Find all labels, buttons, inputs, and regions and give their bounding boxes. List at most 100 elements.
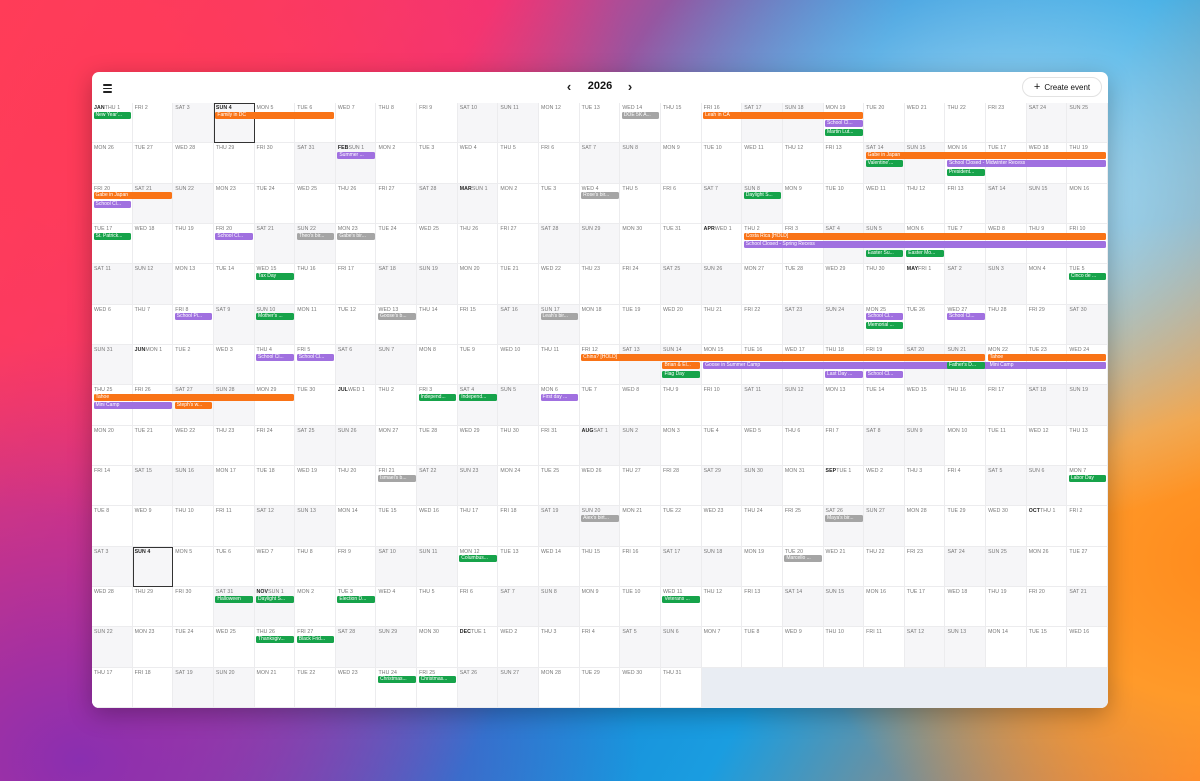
day-cell[interactable]: SAT 8 [864, 425, 905, 466]
day-cell[interactable]: SUN 18 [701, 546, 743, 587]
day-cell[interactable]: SAT 25 [295, 425, 336, 466]
day-cell[interactable]: TUE 10 [701, 143, 743, 184]
event-chip[interactable]: Father's D... [946, 362, 985, 369]
day-cell[interactable]: MON 14 [986, 627, 1027, 668]
day-cell[interactable]: SUN 10 [254, 304, 296, 345]
day-cell[interactable]: MON 14 [335, 506, 377, 547]
event-chip[interactable]: School Cl... [865, 370, 904, 378]
day-cell[interactable]: FRI 17 [986, 385, 1027, 426]
day-cell[interactable]: FRI 18 [498, 506, 540, 547]
day-cell[interactable]: THU 14 [417, 304, 458, 345]
day-cell[interactable]: MON 2 [376, 143, 418, 184]
day-cell[interactable]: SAT 5 [986, 466, 1027, 507]
day-cell[interactable]: MON 30 [417, 627, 458, 668]
day-cell[interactable]: TUE 10 [823, 183, 865, 224]
day-cell[interactable]: MON 31 [782, 466, 824, 507]
day-cell[interactable]: WED 14 [539, 546, 580, 587]
event-chip[interactable]: Veterans ... [662, 595, 701, 603]
day-cell[interactable]: SAT 23 [782, 304, 824, 345]
day-cell[interactable]: MON 23 [213, 183, 255, 224]
day-cell[interactable]: THU 8 [376, 103, 418, 144]
day-cell[interactable]: MON 28 [904, 506, 946, 547]
day-cell[interactable]: SAT 29 [701, 466, 743, 507]
day-cell[interactable]: TUE 17 [92, 224, 133, 265]
day-cell[interactable]: TUE 14 [213, 264, 255, 305]
day-cell[interactable]: THU 26 [335, 183, 377, 224]
day-cell[interactable]: SUN 16 [173, 466, 214, 507]
day-cell[interactable]: SAT 28 [335, 627, 377, 668]
day-cell[interactable]: TUE 24 [376, 224, 418, 265]
event-chip[interactable]: Columbus... [459, 555, 497, 563]
day-cell[interactable]: THU 26 [254, 627, 296, 668]
day-cell[interactable]: SUN 11 [417, 546, 458, 587]
day-cell[interactable]: FRI 17 [335, 264, 377, 305]
day-cell[interactable]: SUN 4 [132, 546, 174, 587]
day-cell[interactable]: WED 27 [945, 304, 987, 345]
day-cell[interactable]: THU 9 [660, 385, 702, 426]
day-cell[interactable]: MON 13 [173, 264, 214, 305]
day-cell[interactable]: TUE 24 [254, 183, 296, 224]
day-cell[interactable]: WED 11 [660, 587, 702, 628]
event-chip[interactable]: Mini Camp [987, 362, 1107, 369]
day-cell[interactable]: DECTUE 1 [457, 627, 499, 668]
day-cell[interactable]: WED 18 [945, 587, 987, 628]
event-chip[interactable]: Easter Mo... [906, 249, 944, 257]
day-cell[interactable]: MON 18 [579, 304, 621, 345]
day-cell[interactable]: MARSUN 1 [457, 183, 499, 224]
event-chip[interactable]: Steph's w... [174, 402, 213, 410]
day-cell[interactable]: THU 27 [620, 466, 661, 507]
day-cell[interactable]: SUN 27 [498, 667, 540, 708]
day-cell[interactable]: SAT 13 [620, 345, 661, 386]
day-cell[interactable]: TUE 2 [173, 345, 214, 386]
day-cell[interactable]: MON 28 [539, 667, 580, 708]
day-cell[interactable]: SAT 30 [1067, 304, 1108, 345]
day-cell[interactable]: FRI 30 [173, 587, 214, 628]
day-cell[interactable]: FRI 25 [417, 667, 458, 708]
day-cell[interactable]: FRI 23 [904, 546, 946, 587]
day-cell[interactable]: SUN 22 [173, 183, 214, 224]
day-cell[interactable]: SUN 4 [213, 103, 255, 144]
event-chip[interactable]: Maya's bir... [825, 514, 863, 522]
day-cell[interactable]: SUN 23 [457, 466, 499, 507]
day-cell[interactable]: WED 9 [782, 627, 824, 668]
day-cell[interactable]: SAT 22 [417, 466, 458, 507]
day-cell[interactable]: FRI 24 [620, 264, 661, 305]
day-cell[interactable]: FRI 8 [173, 304, 214, 345]
event-chip[interactable]: School Cl... [946, 313, 985, 321]
day-cell[interactable]: MON 5 [173, 546, 214, 587]
day-cell[interactable]: SAT 31 [213, 587, 255, 628]
day-cell[interactable]: FRI 6 [457, 587, 499, 628]
day-cell[interactable]: SAT 9 [213, 304, 255, 345]
day-cell[interactable]: MON 9 [660, 143, 702, 184]
event-chip[interactable]: Rose's bir... [581, 192, 619, 200]
day-cell[interactable]: TUE 3 [417, 143, 458, 184]
event-chip[interactable]: Black Frid... [296, 635, 335, 643]
day-cell[interactable]: WED 15 [254, 264, 296, 305]
day-cell[interactable]: WED 2 [498, 627, 540, 668]
event-chip[interactable]: New Year'... [93, 111, 132, 119]
event-chip[interactable]: School Cl... [296, 353, 335, 361]
day-cell[interactable]: TUE 6 [295, 103, 336, 144]
day-cell[interactable]: SAT 31 [295, 143, 336, 184]
day-cell[interactable]: FRI 14 [92, 466, 133, 507]
day-cell[interactable]: WED 30 [986, 506, 1027, 547]
day-cell[interactable]: WED 2 [864, 466, 905, 507]
day-cell[interactable]: MON 20 [92, 425, 133, 466]
day-cell[interactable]: FRI 11 [864, 627, 905, 668]
day-cell[interactable]: FRI 20 [213, 224, 255, 265]
day-cell[interactable]: SAT 4 [457, 385, 499, 426]
day-cell[interactable]: WED 10 [498, 345, 540, 386]
day-cell[interactable]: MAYFRI 1 [904, 264, 946, 305]
day-cell[interactable]: SAT 2 [945, 264, 987, 305]
day-cell[interactable]: TUE 22 [295, 667, 336, 708]
day-cell[interactable]: MON 5 [254, 103, 296, 144]
day-cell[interactable]: SAT 7 [701, 183, 743, 224]
event-chip[interactable]: Brian & El... [662, 362, 701, 369]
day-cell[interactable]: FRI 28 [660, 466, 702, 507]
day-cell[interactable]: MON 6 [539, 385, 580, 426]
day-cell[interactable]: THU 22 [945, 103, 987, 144]
day-cell[interactable]: THU 24 [376, 667, 418, 708]
day-cell[interactable]: MON 27 [742, 264, 783, 305]
day-cell[interactable]: SUN 26 [335, 425, 377, 466]
day-cell[interactable]: MON 7 [1067, 466, 1108, 507]
